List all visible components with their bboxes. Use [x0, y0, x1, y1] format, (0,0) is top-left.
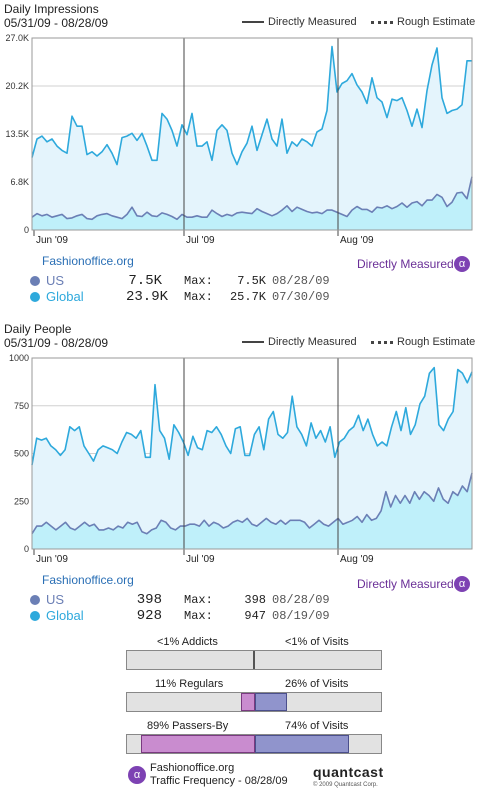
chart2-title: Daily People: [4, 322, 72, 336]
stat-value: 7.5K: [128, 273, 162, 289]
people-chart: 0 250 500 750 1000 Jun '09 Jul '09 Aug '09: [9, 353, 473, 565]
y-tick-label: 250: [14, 496, 29, 506]
chart2-date-range: 05/31/09 - 08/28/09: [4, 336, 109, 350]
y-tick-label: 500: [14, 449, 29, 459]
freq-passers-label: 89% Passers-By: [147, 720, 229, 732]
freq-passers-visits: 74% of Visits: [285, 720, 349, 732]
freq-visits-segment: [255, 735, 349, 753]
chart1-date-range: 05/31/09 - 08/28/09: [4, 16, 109, 30]
stat-max-date: 08/28/09: [272, 593, 330, 607]
x-tick-label: Aug '09: [340, 235, 374, 246]
quantcast-logo: quantcast: [313, 764, 384, 780]
stat-max-label: Max:: [184, 290, 213, 304]
footer-caption: Traffic Frequency - 08/28/09: [150, 775, 288, 787]
stat-max-label: Max:: [184, 593, 213, 607]
y-tick-label: 1000: [9, 353, 29, 363]
freq-regulars-label: 11% Regulars: [155, 678, 224, 690]
freq-addicts-visits: <1% of Visits: [285, 636, 349, 648]
footer-site-name: Fashionoffice.org: [150, 762, 235, 774]
freq-split-mark: [253, 651, 255, 669]
freq-people-segment: [141, 735, 255, 753]
y-tick-label: 0: [24, 544, 29, 554]
x-tick-label: Aug '09: [340, 554, 374, 565]
series-area-us: [32, 473, 472, 549]
copyright: © 2009 Quantcast Corp.: [313, 782, 378, 788]
chart2-directly-measured: Directly Measured: [357, 577, 454, 591]
stat-max-date: 08/19/09: [272, 609, 330, 623]
stat-label: US: [46, 273, 65, 288]
freq-visits-segment: [255, 693, 287, 711]
stat-max-date: 07/30/09: [272, 290, 330, 304]
quantcast-icon: α: [454, 576, 470, 592]
y-tick-label: 0: [24, 225, 29, 235]
chart1-legend-estimate: Rough Estimate: [371, 16, 475, 28]
chart1-directly-measured: Directly Measured: [357, 257, 454, 271]
series-line-global: [31, 366, 473, 466]
stat-max-label: Max:: [184, 609, 213, 623]
stat-label: Global: [46, 289, 84, 304]
us-dot-icon: [30, 276, 40, 286]
stat-max-value: 398: [244, 593, 266, 607]
x-tick-label: Jun '09: [36, 554, 68, 565]
y-tick-label: 20.2K: [5, 81, 29, 91]
chart2-legend-measured: Directly Measured: [242, 336, 357, 348]
freq-bar-addicts: [126, 650, 382, 670]
quantcast-icon: α: [128, 766, 146, 784]
stat-label: US: [46, 592, 65, 607]
stat-max-label: Max:: [184, 274, 213, 288]
chart1-legend-measured: Directly Measured: [242, 16, 357, 28]
dotted-line-icon: [371, 340, 393, 344]
series-line-us: [31, 472, 473, 535]
freq-addicts-label: <1% Addicts: [157, 636, 218, 648]
y-tick-label: 13.5K: [5, 129, 29, 139]
freq-bar-regulars: [126, 692, 382, 712]
chart2-stat-us: US 398 Max: 398 08/28/09: [30, 592, 330, 608]
chart2-site-name: Fashionoffice.org: [42, 573, 134, 587]
global-dot-icon: [30, 611, 40, 621]
series-line-global: [31, 45, 472, 166]
solid-line-icon: [242, 21, 264, 23]
x-tick-label: Jul '09: [186, 235, 215, 246]
stat-max-value: 7.5K: [237, 274, 266, 288]
freq-bar-passers: [126, 734, 382, 754]
x-tick-label: Jul '09: [186, 554, 215, 565]
chart1-title: Daily Impressions: [4, 2, 99, 16]
freq-regulars-visits: 26% of Visits: [285, 678, 349, 690]
global-dot-icon: [30, 292, 40, 302]
plot-border: [31, 37, 473, 231]
y-tick-label: 27.0K: [5, 33, 29, 43]
stat-max-date: 08/28/09: [272, 274, 330, 288]
us-dot-icon: [30, 595, 40, 605]
stat-max-value: 947: [244, 609, 266, 623]
quantcast-icon: α: [454, 256, 470, 272]
stat-value: 23.9K: [126, 289, 169, 305]
plot-border: [31, 357, 473, 550]
stat-value: 928: [136, 608, 162, 624]
stat-label: Global: [46, 608, 84, 623]
y-tick-label: 750: [14, 401, 29, 411]
solid-line-icon: [242, 341, 264, 343]
chart1-stat-us: US 7.5K Max: 7.5K 08/28/09: [30, 273, 330, 289]
y-tick-label: 6.8K: [10, 177, 29, 187]
x-tick-label: Jun '09: [36, 235, 68, 246]
chart1-site-name: Fashionoffice.org: [42, 254, 134, 268]
chart2-legend-estimate: Rough Estimate: [371, 336, 475, 348]
dotted-line-icon: [371, 20, 393, 24]
stat-max-value: 25.7K: [229, 290, 266, 304]
impressions-chart: 0 6.8K 13.5K 20.2K 27.0K Jun '09 Jul '09 Aug '0…: [5, 33, 473, 246]
series-area-global: [32, 367, 472, 549]
freq-people-segment: [241, 693, 255, 711]
series-line-us: [31, 176, 473, 221]
chart1-stat-global: Global 23.9K Max: 25.7K 07/30/09: [30, 289, 330, 305]
stat-value: 398: [136, 592, 162, 608]
chart2-stat-global: Global 928 Max: 947 08/19/09: [30, 608, 330, 624]
